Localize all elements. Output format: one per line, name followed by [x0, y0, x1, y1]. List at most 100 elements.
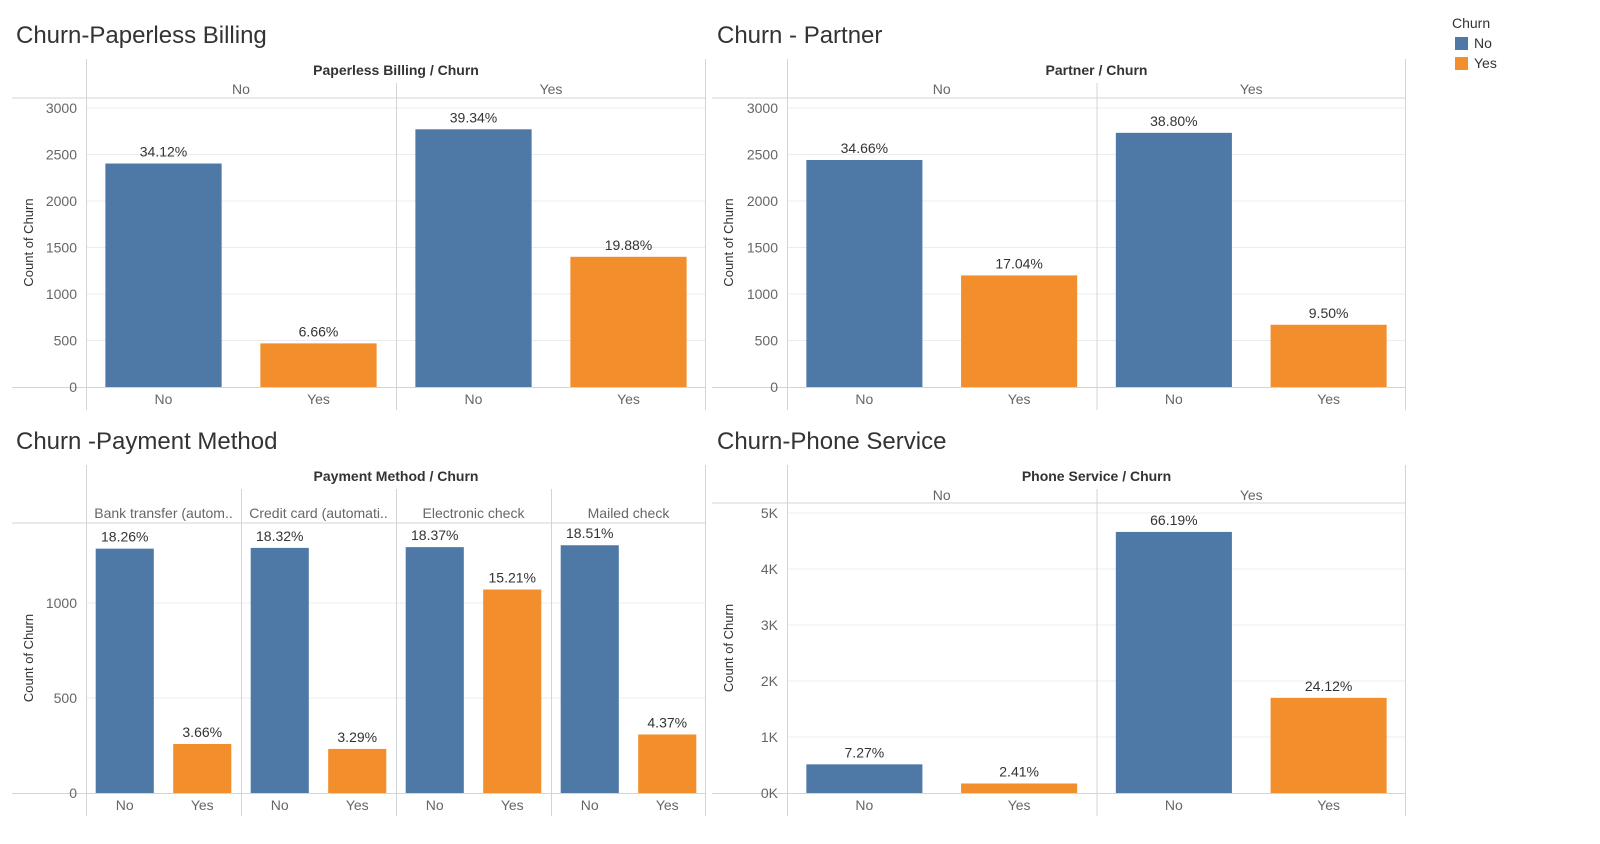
data-label: 19.88%: [605, 237, 652, 253]
y-tick-label: 2000: [747, 193, 778, 209]
bar-yes: [483, 589, 542, 793]
data-label: 39.34%: [450, 109, 497, 125]
bar-no: [250, 547, 309, 793]
bar-yes: [328, 748, 387, 793]
x-category-label: No: [1165, 391, 1183, 407]
legend-swatch-yes: [1455, 57, 1468, 70]
bar-no: [806, 764, 923, 793]
data-label: 15.21%: [489, 570, 536, 586]
x-category-label: Yes: [656, 797, 679, 813]
bar-yes: [260, 343, 377, 387]
y-tick-label: 5K: [761, 505, 779, 521]
panel-label: No: [232, 81, 250, 97]
bar-yes: [961, 783, 1078, 793]
panel-label: Credit card (automati..: [249, 505, 388, 521]
panel-label: Electronic check: [423, 505, 526, 521]
y-tick-label: 0: [69, 379, 77, 395]
chart-title: Churn-Paperless Billing: [16, 22, 267, 49]
x-category-label: Yes: [307, 391, 330, 407]
legend-label-no: No: [1474, 35, 1492, 51]
y-axis-title: Count of Churn: [21, 198, 36, 286]
chart-3: Churn -Payment Method Payment Method / Ch…: [12, 428, 706, 816]
panel-header-title: Partner / Churn: [1046, 62, 1148, 78]
legend-label-yes: Yes: [1474, 55, 1497, 71]
bar-no: [1115, 132, 1232, 387]
y-tick-label: 2K: [761, 673, 779, 689]
panel-label: Bank transfer (autom..: [94, 505, 233, 521]
bar-no: [560, 545, 619, 793]
data-label: 24.12%: [1305, 678, 1352, 694]
panel-header-title: Paperless Billing / Churn: [313, 62, 479, 78]
chart-title: Churn - Partner: [717, 22, 882, 49]
y-tick-label: 2000: [46, 193, 77, 209]
y-tick-label: 1500: [747, 240, 778, 256]
y-tick-label: 500: [54, 690, 78, 706]
data-label: 18.51%: [566, 525, 613, 541]
data-label: 7.27%: [845, 744, 885, 760]
chart-2: Churn - Partner Partner / Churn 0 500 1000 15…: [712, 22, 1406, 410]
panel-label: No: [933, 81, 951, 97]
y-tick-label: 2500: [747, 147, 778, 163]
panel-label: Mailed check: [588, 505, 671, 521]
x-category-label: Yes: [346, 797, 369, 813]
data-label: 18.26%: [101, 529, 148, 545]
bar-no: [806, 159, 923, 387]
y-tick-label: 3000: [747, 100, 778, 116]
bar-no: [415, 129, 532, 387]
bar-yes: [570, 256, 687, 387]
x-category-label: Yes: [1317, 797, 1340, 813]
y-axis-title: Count of Churn: [721, 198, 736, 286]
x-category-label: Yes: [1317, 391, 1340, 407]
data-label: 6.66%: [299, 323, 339, 339]
data-label: 9.50%: [1309, 305, 1349, 321]
y-tick-label: 500: [755, 333, 779, 349]
y-axis-title: Count of Churn: [721, 604, 736, 692]
chart-4: Churn-Phone Service Phone Service / Churn…: [712, 428, 1406, 816]
bar-no: [95, 548, 154, 793]
y-tick-label: 3000: [46, 100, 77, 116]
legend-title: Churn: [1452, 15, 1490, 31]
chart-1: Churn-Paperless Billing Paperless Billing…: [12, 22, 706, 410]
x-category-label: Yes: [501, 797, 524, 813]
y-tick-label: 500: [54, 333, 78, 349]
x-category-label: No: [1165, 797, 1183, 813]
y-tick-label: 1K: [761, 729, 779, 745]
x-category-label: No: [581, 797, 599, 813]
legend-swatch-no: [1455, 37, 1468, 50]
chart-title: Churn -Payment Method: [16, 428, 277, 455]
y-tick-label: 1500: [46, 240, 77, 256]
bar-yes: [1270, 324, 1387, 387]
data-label: 3.66%: [182, 724, 222, 740]
bar-yes: [1270, 697, 1387, 793]
y-tick-label: 2500: [46, 147, 77, 163]
y-tick-label: 4K: [761, 561, 779, 577]
data-label: 18.37%: [411, 527, 458, 543]
x-category-label: No: [116, 797, 134, 813]
bar-no: [1115, 531, 1232, 793]
panel-label: Yes: [1240, 487, 1263, 503]
panel-header-title: Phone Service / Churn: [1022, 468, 1171, 484]
data-label: 3.29%: [337, 729, 377, 745]
data-label: 38.80%: [1150, 113, 1197, 129]
data-label: 2.41%: [999, 763, 1039, 779]
x-category-label: Yes: [1008, 797, 1031, 813]
x-category-label: No: [855, 797, 873, 813]
bar-no: [405, 547, 464, 793]
y-axis-title: Count of Churn: [21, 614, 36, 702]
x-category-label: No: [271, 797, 289, 813]
panel-label: Yes: [540, 81, 563, 97]
churn-legend: Churn No Yes: [1452, 15, 1497, 71]
y-tick-label: 0: [69, 785, 77, 801]
data-label: 34.66%: [841, 140, 888, 156]
bar-yes: [638, 734, 697, 793]
x-category-label: Yes: [1008, 391, 1031, 407]
panel-label: Yes: [1240, 81, 1263, 97]
x-category-label: Yes: [617, 391, 640, 407]
bar-yes: [961, 275, 1078, 387]
bar-yes: [173, 743, 232, 793]
x-category-label: No: [426, 797, 444, 813]
y-tick-label: 0K: [761, 785, 779, 801]
x-category-label: No: [465, 391, 483, 407]
data-label: 18.32%: [256, 528, 303, 544]
